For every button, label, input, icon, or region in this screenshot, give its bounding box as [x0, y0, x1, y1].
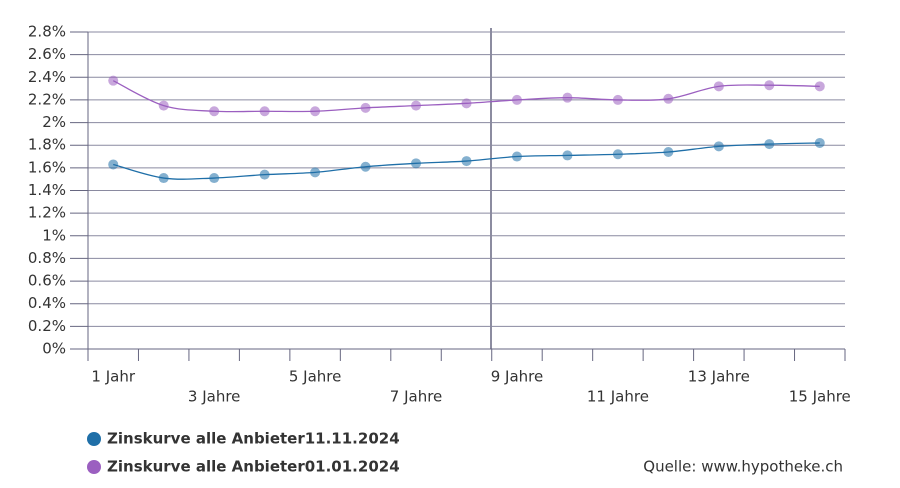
data-point	[814, 137, 825, 148]
data-point	[612, 149, 623, 160]
y-tick-label: 0.8%	[28, 249, 66, 267]
legend-label: Zinskurve alle Anbieter01.01.2024	[107, 458, 400, 476]
x-tick-label: 9 Jahre	[491, 368, 544, 386]
y-tick-label: 2%	[42, 113, 66, 131]
data-point	[663, 93, 674, 104]
data-point	[461, 98, 472, 109]
data-point	[511, 94, 522, 105]
x-tick-label: 7 Jahre	[390, 388, 443, 406]
x-tick-label: 1 Jahr	[91, 368, 135, 386]
y-tick-label: 1.2%	[28, 204, 66, 222]
x-tick-label: 15 Jahre	[789, 388, 851, 406]
x-tick-label: 13 Jahre	[688, 368, 750, 386]
x-tick-label: 5 Jahre	[289, 368, 342, 386]
data-point	[209, 173, 220, 184]
y-tick-label: 2.2%	[28, 90, 66, 108]
legend-label: Zinskurve alle Anbieter11.11.2024	[107, 430, 400, 448]
legend-marker	[87, 460, 101, 474]
plot: 0% 0.2% 0.4% 0.6% 0.8% 1% 1.2% 1.4% 1.6% 1.8% 2% 2.…	[28, 23, 851, 476]
y-tick-label: 1.6%	[28, 158, 66, 176]
data-point	[411, 158, 422, 169]
data-point	[562, 92, 573, 103]
data-point	[814, 81, 825, 92]
y-tick-label: 1.8%	[28, 136, 66, 154]
data-point	[360, 102, 371, 113]
data-point	[562, 150, 573, 161]
y-tick-label: 2.6%	[28, 45, 66, 63]
x-tick-label: 11 Jahre	[587, 388, 649, 406]
legend-marker	[87, 432, 101, 446]
y-tick-label: 1%	[42, 226, 66, 244]
y-tick-label: 0.4%	[28, 294, 66, 312]
data-point	[511, 151, 522, 162]
data-point	[764, 80, 775, 91]
data-point	[108, 75, 119, 86]
data-point	[158, 100, 169, 111]
data-point	[663, 147, 674, 158]
data-point	[259, 106, 270, 117]
data-point	[461, 156, 472, 167]
data-point	[360, 161, 371, 172]
source: Quelle: www.hypotheke.ch	[643, 458, 843, 476]
data-point	[209, 106, 220, 117]
y-tick-label: 2.4%	[28, 68, 66, 86]
y-tick-label: 0.2%	[28, 317, 66, 335]
data-point	[310, 106, 321, 117]
data-point	[713, 141, 724, 152]
data-point	[158, 173, 169, 184]
data-point	[108, 159, 119, 170]
x-tick-label: 3 Jahre	[188, 388, 241, 406]
y-tick-label: 0%	[42, 340, 66, 358]
data-point	[713, 81, 724, 92]
y-tick-label: 1.4%	[28, 181, 66, 199]
data-point	[310, 167, 321, 178]
data-point	[259, 169, 270, 180]
y-tick-label: 2.8%	[28, 23, 66, 41]
data-point	[411, 100, 422, 111]
y-tick-label: 0.6%	[28, 272, 66, 290]
data-point	[764, 139, 775, 150]
data-point	[612, 94, 623, 105]
